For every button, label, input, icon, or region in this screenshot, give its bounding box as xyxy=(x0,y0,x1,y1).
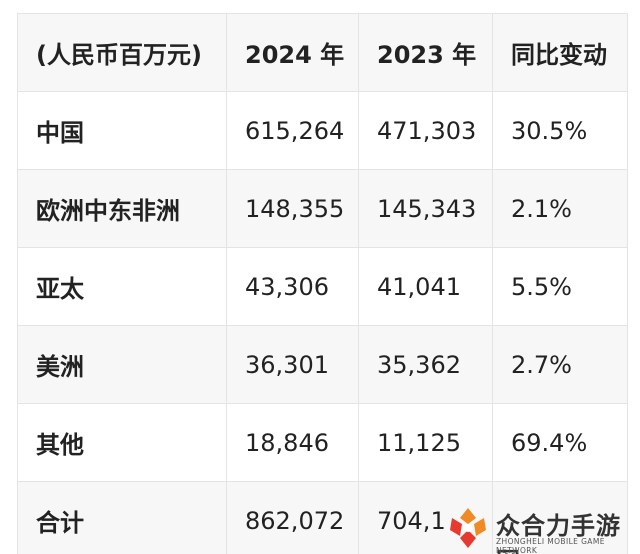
row-label: 其他 xyxy=(17,403,227,482)
cell-yoy: 2.7% xyxy=(492,325,628,404)
cell-2023: 145,343 xyxy=(358,169,493,248)
table-header-row: (人民币百万元) 2024 年 2023 年 同比变动 xyxy=(17,13,628,92)
cell-yoy: 69.4% xyxy=(492,403,628,482)
cell-2023: 41,041 xyxy=(358,247,493,326)
cell-2023: 471,303 xyxy=(358,91,493,170)
cell-2024: 43,306 xyxy=(226,247,359,326)
cell-yoy: 5.5% xyxy=(492,247,628,326)
cell-yoy: 2.1% xyxy=(492,169,628,248)
cell-2024: 18,846 xyxy=(226,403,359,482)
table-row: 美洲 36,301 35,362 2.7% xyxy=(17,325,628,404)
header-2024: 2024 年 xyxy=(226,13,359,92)
table-row: 其他 18,846 11,125 69.4% xyxy=(17,403,628,482)
table-row: 欧洲中东非洲 148,355 145,343 2.1% xyxy=(17,169,628,248)
cell-2024: 615,264 xyxy=(226,91,359,170)
cell-yoy: 30.5% xyxy=(492,91,628,170)
revenue-by-region-table: (人民币百万元) 2024 年 2023 年 同比变动 中国 615,264 4… xyxy=(17,13,628,554)
header-unit: (人民币百万元) xyxy=(17,13,227,92)
cell-2024: 148,355 xyxy=(226,169,359,248)
row-label: 合计 xyxy=(17,481,227,554)
row-label: 亚太 xyxy=(17,247,227,326)
table-row: 亚太 43,306 41,041 5.5% xyxy=(17,247,628,326)
table-row: 中国 615,264 471,303 30.5% xyxy=(17,91,628,170)
cell-2024: 862,072 xyxy=(226,481,359,554)
cell-2023: 35,362 xyxy=(358,325,493,404)
cell-2024: 36,301 xyxy=(226,325,359,404)
cell-yoy xyxy=(492,481,628,554)
row-label: 中国 xyxy=(17,91,227,170)
watermark-name: 众合力手游网 xyxy=(496,512,621,554)
header-2023: 2023 年 xyxy=(358,13,493,92)
watermark-subtitle: ZHONGHELI MOBILE GAME NETWORK xyxy=(496,537,605,554)
header-yoy-change: 同比变动 xyxy=(492,13,628,92)
row-label: 欧洲中东非洲 xyxy=(17,169,227,248)
site-watermark: 众合力手游网 ZHONGHELI MOBILE GAME NETWORK xyxy=(440,500,640,554)
cell-2023: 11,125 xyxy=(358,403,493,482)
watermark-logo-icon xyxy=(450,508,486,548)
row-label: 美洲 xyxy=(17,325,227,404)
